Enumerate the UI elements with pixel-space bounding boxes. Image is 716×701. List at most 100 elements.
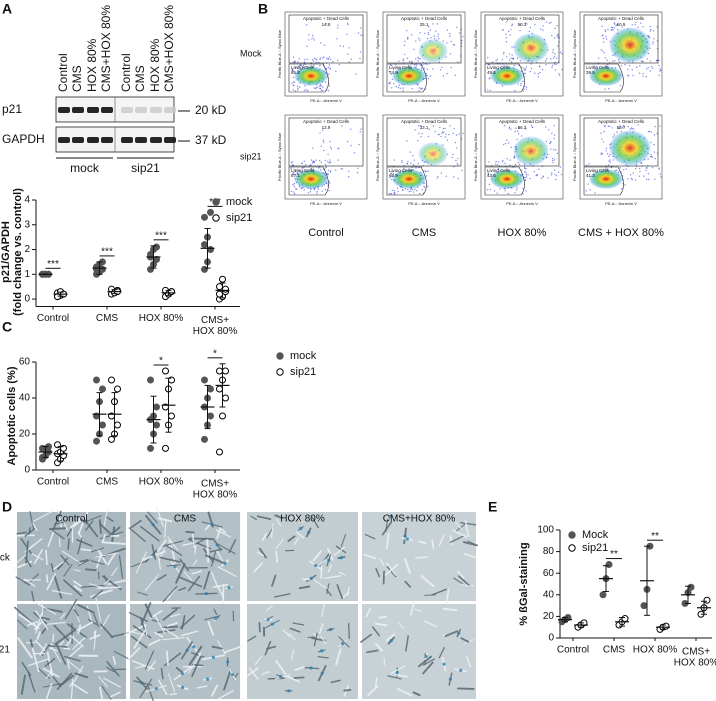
flow-event <box>649 30 652 32</box>
flow-event <box>327 172 329 175</box>
flow-event <box>449 35 451 37</box>
cell <box>131 660 155 670</box>
cell <box>20 674 26 695</box>
flow-event <box>509 34 511 36</box>
gate-label: Apoptotic + Dead Cells <box>303 16 350 21</box>
flow-event <box>313 64 315 66</box>
cell <box>98 519 102 535</box>
cell <box>333 546 346 556</box>
cell <box>160 667 164 680</box>
flow-event <box>659 173 661 175</box>
flow-event <box>316 192 318 195</box>
cell <box>24 538 43 553</box>
cell <box>36 631 41 640</box>
cell <box>52 529 65 540</box>
cell <box>61 550 83 565</box>
flow-event <box>510 146 512 149</box>
flow-x-axis-label: PE-A :: Annexin V <box>408 201 440 206</box>
flow-event <box>414 188 416 190</box>
y-tick-label: 40 <box>19 393 31 404</box>
flow-event <box>299 86 301 88</box>
cell <box>385 633 396 642</box>
flow-event <box>324 159 326 162</box>
living-gate <box>288 63 329 93</box>
flow-event <box>390 193 392 195</box>
flow-event <box>633 128 635 130</box>
flow-event <box>441 132 443 135</box>
cell <box>266 605 273 611</box>
stained-cell <box>192 645 196 649</box>
flow-event <box>622 169 625 171</box>
flow-event <box>290 190 293 193</box>
flow-event <box>428 128 431 130</box>
living-gate <box>484 166 525 196</box>
flow-event <box>555 175 558 177</box>
flow-event <box>429 29 432 31</box>
flow-event <box>329 171 332 173</box>
flow-event <box>329 146 332 148</box>
cell <box>422 661 434 675</box>
flow-event <box>296 188 298 190</box>
flow-density <box>294 169 328 189</box>
cell <box>379 558 385 566</box>
flow-event <box>420 67 423 69</box>
flow-event <box>443 131 445 134</box>
gate-value: 58.7 <box>617 125 626 130</box>
flow-event <box>436 23 439 25</box>
cell <box>183 571 193 581</box>
blot-band <box>72 137 84 143</box>
flow-event <box>495 160 497 163</box>
cell <box>80 518 88 524</box>
flow-event <box>290 167 292 169</box>
flow-event <box>604 57 607 59</box>
flow-event <box>553 124 555 127</box>
flow-event <box>588 163 590 165</box>
flow-event <box>356 172 359 174</box>
flow-y-axis-label: Pacific Blue-A :: Sytox Blue <box>473 132 478 181</box>
cell <box>397 622 405 629</box>
cell <box>203 570 211 590</box>
apoptotic-gate <box>484 14 560 64</box>
legend-label: sip21 <box>226 212 252 224</box>
flow-event <box>432 68 434 70</box>
data-point <box>162 367 169 375</box>
cell <box>67 660 83 673</box>
cell <box>157 517 173 523</box>
cell <box>50 563 54 572</box>
cell <box>53 624 70 642</box>
flow-event <box>322 86 324 88</box>
flow-event <box>508 59 511 61</box>
flow-event <box>650 28 652 31</box>
flow-event <box>497 161 500 163</box>
cell <box>271 574 277 587</box>
flow-event <box>553 159 556 161</box>
cell <box>191 652 205 658</box>
data-point <box>99 421 106 429</box>
cell <box>286 675 300 683</box>
flow-event <box>311 38 313 40</box>
data-point <box>201 241 208 249</box>
flow-event <box>319 58 321 61</box>
cell <box>166 622 178 627</box>
flow-event <box>319 84 322 86</box>
flow-event <box>628 64 631 67</box>
flow-event <box>438 37 440 40</box>
flow-event <box>488 161 490 163</box>
y-axis-label: p21/GAPDH(fold change vs. control) <box>0 188 24 316</box>
flow-event <box>425 170 427 173</box>
flow-event <box>340 168 342 170</box>
cell <box>139 525 160 542</box>
cell <box>110 526 121 535</box>
flow-event <box>627 126 629 128</box>
data-point <box>222 394 229 402</box>
cell <box>106 516 114 522</box>
cell <box>175 666 184 674</box>
flow-event <box>529 70 531 73</box>
flow-event <box>418 87 420 89</box>
flow-event <box>624 63 626 66</box>
cell <box>99 523 112 535</box>
flow-event <box>320 145 323 148</box>
cell <box>90 547 105 553</box>
flow-event <box>321 57 324 59</box>
significance-label: *** <box>47 259 59 270</box>
